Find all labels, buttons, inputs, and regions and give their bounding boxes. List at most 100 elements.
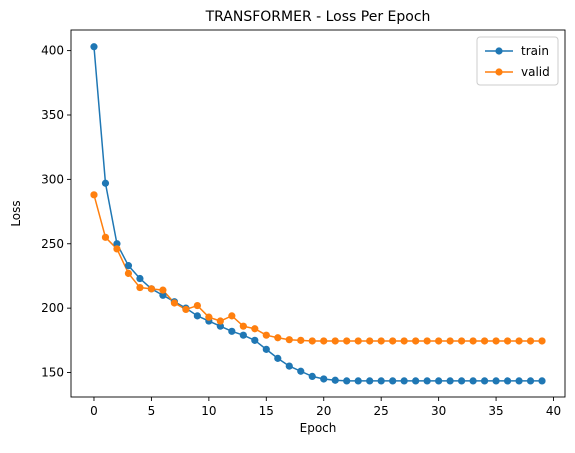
y-tick-label: 400: [41, 44, 64, 58]
legend-label-valid: valid: [521, 65, 550, 79]
y-tick-label: 250: [41, 237, 64, 251]
x-axis-label: Epoch: [300, 421, 337, 435]
data-point-valid: [435, 337, 443, 345]
data-point-train: [262, 345, 270, 353]
data-point-valid: [170, 299, 178, 307]
data-point-valid: [285, 336, 293, 344]
data-point-valid: [331, 337, 339, 345]
x-tick-label: 15: [259, 404, 274, 418]
data-point-train: [538, 377, 546, 385]
data-point-valid: [377, 337, 385, 345]
data-point-train: [193, 312, 201, 320]
data-point-valid: [526, 337, 535, 345]
data-point-valid: [515, 337, 523, 345]
y-tick-label: 200: [41, 301, 64, 315]
data-point-valid: [308, 337, 316, 345]
data-point-valid: [366, 337, 374, 345]
data-point-train: [389, 377, 397, 385]
data-point-train: [216, 322, 224, 330]
x-tick-label: 0: [90, 404, 98, 418]
data-point-valid: [182, 305, 190, 314]
data-point-valid: [446, 337, 454, 345]
data-point-train: [400, 377, 408, 385]
data-point-train: [503, 377, 512, 385]
x-tick-label: 20: [316, 404, 331, 418]
data-point-valid: [389, 337, 397, 345]
data-point-valid: [101, 233, 110, 241]
x-tick-label: 10: [201, 404, 216, 418]
data-point-train: [480, 377, 489, 385]
data-point-valid: [113, 245, 121, 253]
series-line-valid: [93, 194, 543, 342]
plot-area: 0 5 10 15 20 25 30 35 40 150 200 250 300 350 400: [41, 29, 566, 418]
data-point-valid: [205, 313, 213, 321]
axes-frame: [70, 29, 566, 398]
data-point-valid: [400, 337, 408, 345]
data-point-train: [458, 377, 466, 385]
series-line-train: [93, 46, 543, 382]
data-point-valid: [159, 286, 167, 294]
x-tick-label: 25: [374, 404, 389, 418]
legend-marker-train: [495, 47, 503, 55]
data-point-train: [239, 331, 247, 339]
data-point-valid: [297, 336, 305, 344]
data-point-train: [412, 377, 420, 385]
data-point-train: [285, 362, 293, 370]
y-tick-label: 300: [41, 172, 64, 186]
data-point-train: [366, 377, 374, 385]
data-point-train: [136, 274, 144, 283]
data-point-train: [423, 377, 431, 385]
data-point-valid: [492, 337, 500, 345]
chart-title: TRANSFORMER - Loss Per Epoch: [205, 9, 431, 25]
data-point-train: [435, 377, 443, 385]
data-point-valid: [124, 269, 133, 277]
data-point-valid: [193, 301, 201, 310]
data-point-train: [354, 377, 362, 385]
data-point-valid: [412, 337, 420, 345]
data-point-valid: [538, 337, 546, 345]
x-tick-label: 5: [148, 404, 156, 418]
data-point-valid: [423, 337, 431, 345]
data-point-valid: [274, 334, 282, 342]
data-point-valid: [228, 312, 236, 320]
legend: train valid: [476, 36, 559, 86]
data-point-train: [101, 179, 110, 187]
data-point-valid: [90, 191, 98, 199]
data-point-train: [343, 377, 351, 385]
data-point-train: [228, 327, 236, 335]
data-point-train: [113, 240, 121, 248]
data-point-train: [492, 377, 500, 385]
data-point-valid: [136, 283, 144, 292]
data-point-train: [320, 375, 328, 383]
data-point-valid: [251, 325, 259, 333]
data-point-train: [308, 372, 316, 380]
data-point-train: [526, 377, 535, 385]
data-point-valid: [480, 337, 489, 345]
y-tick-label: 350: [41, 108, 64, 122]
data-point-train: [331, 376, 339, 384]
data-point-valid: [147, 285, 156, 293]
data-point-train: [274, 354, 282, 362]
legend-label-train: train: [521, 44, 549, 58]
data-point-valid: [458, 337, 466, 345]
data-point-train: [377, 377, 385, 385]
data-point-valid: [354, 337, 362, 345]
data-point-valid: [503, 337, 512, 345]
data-point-train: [446, 377, 454, 385]
data-point-valid: [239, 322, 247, 330]
data-point-train: [124, 262, 133, 270]
data-point-train: [159, 291, 167, 299]
data-point-train: [90, 43, 98, 51]
legend-marker-valid: [495, 68, 503, 76]
data-point-train: [515, 377, 523, 385]
y-tick-label: 150: [41, 366, 64, 380]
data-point-train: [469, 377, 477, 385]
data-point-valid: [262, 331, 270, 339]
data-point-train: [297, 367, 305, 375]
x-tick-label: 40: [546, 404, 561, 418]
data-point-valid: [469, 337, 477, 345]
x-tick-label: 30: [431, 404, 446, 418]
data-point-valid: [216, 317, 224, 325]
x-tick-label: 35: [488, 404, 503, 418]
